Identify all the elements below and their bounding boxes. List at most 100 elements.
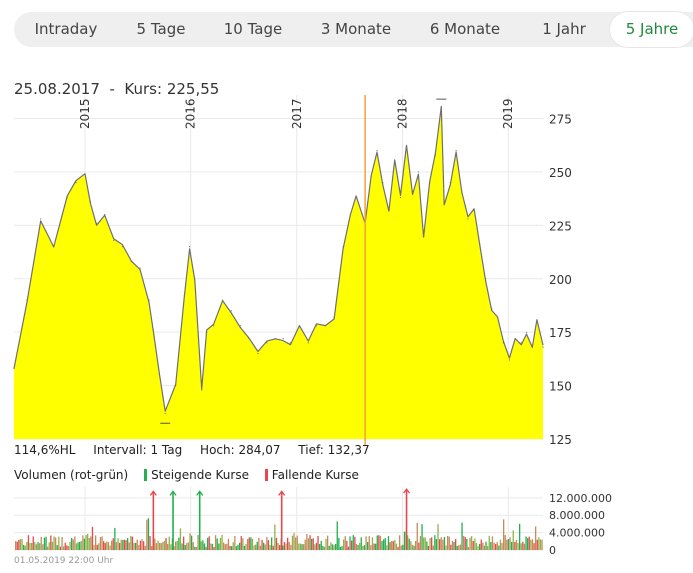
volume-bar <box>144 545 146 550</box>
volume-tick-label: 12.000.000 <box>549 492 612 505</box>
volume-bar <box>312 538 314 550</box>
volume-bar <box>107 542 110 550</box>
volume-bar <box>162 542 164 550</box>
tab-10-tage[interactable]: 10 Tage <box>223 20 283 38</box>
volume-bar <box>95 535 97 550</box>
volume-bar <box>440 537 442 550</box>
price-point <box>282 337 284 340</box>
volume-bar <box>479 543 481 550</box>
volume-bar <box>205 546 207 550</box>
price-point <box>496 316 499 318</box>
volume-bar <box>176 541 178 550</box>
volume-bar <box>80 541 82 550</box>
volume-bar <box>320 540 322 550</box>
volume-bar <box>471 536 473 550</box>
volume-tick-label: 8.000.000 <box>549 509 605 522</box>
y-tick-label: 225 <box>549 219 572 233</box>
volume-bar <box>299 543 302 550</box>
tab-3-monate[interactable]: 3 Monate <box>320 20 392 38</box>
volume-bar <box>114 527 116 550</box>
volume-bar <box>301 544 303 550</box>
price-point <box>113 239 115 241</box>
price-point <box>440 107 442 109</box>
volume-bar <box>495 543 497 550</box>
volume-bar <box>439 539 441 550</box>
volume-bar <box>96 544 98 550</box>
volume-bar <box>167 543 169 550</box>
volume-bar <box>87 533 89 550</box>
volume-bar <box>307 538 310 550</box>
volume-bar <box>503 519 505 550</box>
tab-6-monate[interactable]: 6 Monate <box>429 20 501 38</box>
volume-bar <box>413 545 415 550</box>
price-point <box>213 325 215 327</box>
volume-bar <box>43 537 46 550</box>
volume-bar <box>175 541 177 550</box>
volume-bar <box>103 541 105 550</box>
volume-bar <box>21 538 23 550</box>
volume-bar <box>539 539 542 550</box>
volume-bar <box>328 545 330 550</box>
price-point <box>479 243 481 246</box>
price-point <box>188 246 191 248</box>
volume-bar <box>259 545 262 550</box>
volume-bar <box>429 538 431 550</box>
tab-intraday[interactable]: Intraday <box>34 20 98 38</box>
volume-bar <box>173 546 175 550</box>
volume-bar <box>133 542 135 550</box>
volume-bar <box>327 535 329 550</box>
volume-bar <box>319 544 321 550</box>
volume-bar <box>191 535 193 550</box>
period-tabs: Intraday 5 Tage 10 Tage 3 Monate 6 Monat… <box>14 12 693 47</box>
volume-bar <box>362 545 364 550</box>
volume-bar <box>419 535 422 550</box>
volume-bar <box>42 544 44 550</box>
volume-title: Volumen (rot-grün) <box>14 468 129 482</box>
volume-bar <box>269 545 271 550</box>
volume-bar <box>128 542 130 550</box>
volume-bar <box>232 542 234 550</box>
volume-bar <box>251 538 254 550</box>
volume-bar <box>515 540 518 550</box>
volume-bar <box>160 543 162 550</box>
volume-bar <box>223 542 225 550</box>
volume-bar <box>240 536 242 550</box>
y-tick-label: 200 <box>549 273 572 287</box>
volume-bar <box>365 536 367 550</box>
volume-bar <box>482 542 484 550</box>
price-chart[interactable]: 125 150 175 200 225 250 275 2015 2016 2017 2018 201… <box>0 95 693 445</box>
volume-bar <box>247 539 249 550</box>
price-point <box>349 214 351 216</box>
volume-bar <box>181 543 183 550</box>
volume-bar <box>296 535 298 550</box>
volume-bar <box>536 539 538 550</box>
volume-bar <box>26 542 28 550</box>
volume-bar <box>407 535 409 550</box>
tab-1-jahr[interactable]: 1 Jahr <box>542 20 586 38</box>
volume-bar <box>59 546 62 550</box>
tab-5-jahre[interactable]: 5 Jahre <box>610 12 693 47</box>
volume-bar <box>354 536 356 550</box>
price-point <box>514 337 516 340</box>
volume-bar <box>243 545 246 550</box>
volume-bar <box>163 540 166 550</box>
volume-bar <box>379 536 382 550</box>
volume-bar <box>192 542 194 550</box>
volume-bar <box>363 545 366 550</box>
price-point <box>542 346 544 348</box>
volume-bar <box>235 546 238 550</box>
price-point <box>183 295 185 297</box>
volume-bar <box>458 545 460 550</box>
volume-bar <box>125 540 127 550</box>
volume-bar <box>203 543 206 550</box>
volume-bar <box>304 539 306 550</box>
volume-bar <box>40 536 42 550</box>
volume-bar <box>85 535 87 550</box>
volume-bar <box>523 543 526 550</box>
y-tick-label: 125 <box>549 433 572 445</box>
volume-bar <box>149 536 151 550</box>
volume-bar <box>24 545 26 550</box>
volume-bar <box>237 544 239 550</box>
volume-tick-label: 0 <box>549 544 556 557</box>
tab-5-tage[interactable]: 5 Tage <box>136 20 186 38</box>
